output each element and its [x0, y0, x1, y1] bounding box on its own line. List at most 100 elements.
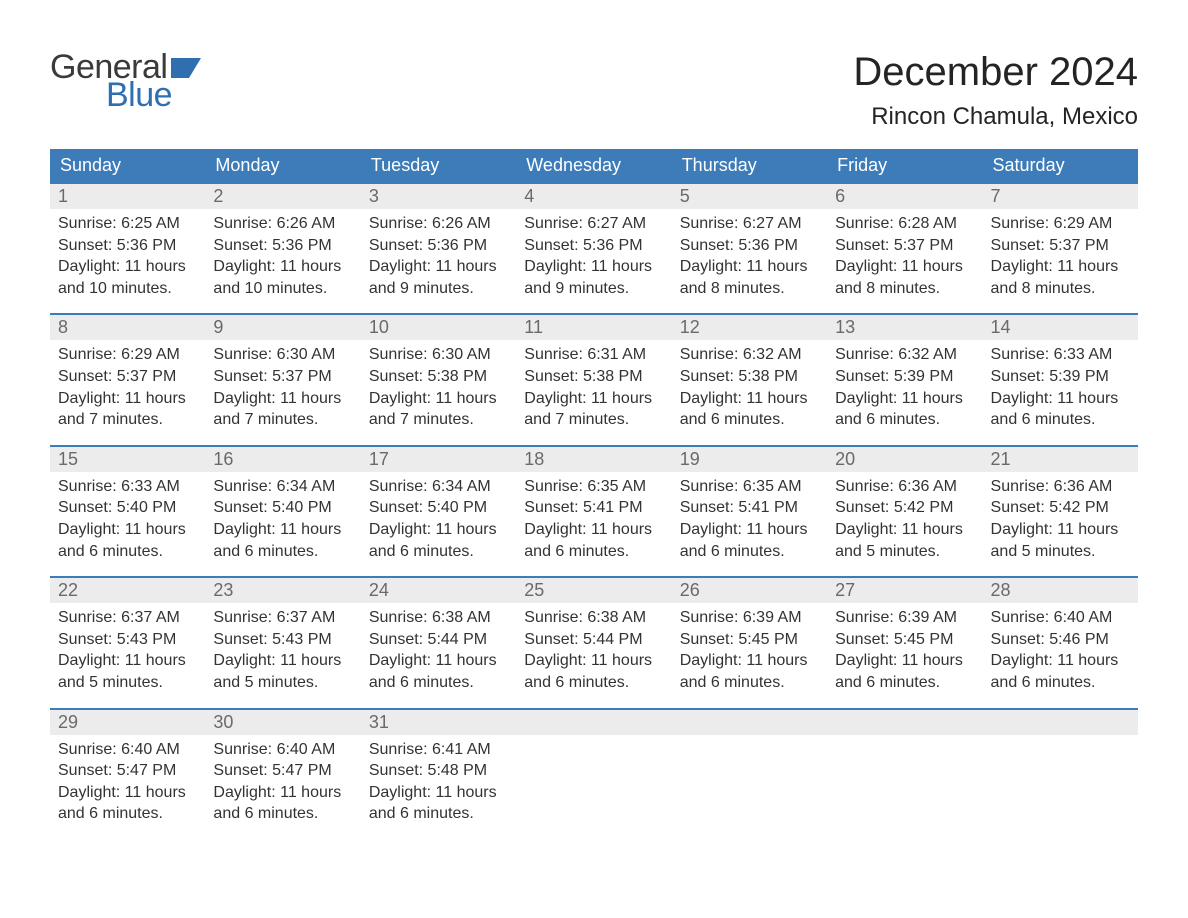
sunrise-text: Sunrise: 6:30 AM: [213, 344, 352, 366]
day-number: 1: [50, 184, 205, 209]
daylight1-text: Daylight: 11 hours: [369, 782, 508, 804]
sunset-text: Sunset: 5:42 PM: [835, 497, 974, 519]
sunrise-text: Sunrise: 6:38 AM: [524, 607, 663, 629]
sunset-text: Sunset: 5:36 PM: [369, 235, 508, 257]
day-cell: [827, 710, 982, 839]
day-cell: 24Sunrise: 6:38 AMSunset: 5:44 PMDayligh…: [361, 578, 516, 707]
sunset-text: Sunset: 5:46 PM: [991, 629, 1130, 651]
day-cell: 8Sunrise: 6:29 AMSunset: 5:37 PMDaylight…: [50, 315, 205, 444]
day-number: 28: [983, 578, 1138, 603]
day-cell: 15Sunrise: 6:33 AMSunset: 5:40 PMDayligh…: [50, 447, 205, 576]
sunrise-text: Sunrise: 6:29 AM: [58, 344, 197, 366]
day-number: 13: [827, 315, 982, 340]
day-cell: 19Sunrise: 6:35 AMSunset: 5:41 PMDayligh…: [672, 447, 827, 576]
day-cell: 2Sunrise: 6:26 AMSunset: 5:36 PMDaylight…: [205, 184, 360, 313]
dow-wednesday: Wednesday: [516, 149, 671, 182]
dow-header-row: Sunday Monday Tuesday Wednesday Thursday…: [50, 149, 1138, 182]
day-body: Sunrise: 6:32 AMSunset: 5:38 PMDaylight:…: [672, 340, 827, 444]
day-body: Sunrise: 6:30 AMSunset: 5:38 PMDaylight:…: [361, 340, 516, 444]
sunset-text: Sunset: 5:39 PM: [835, 366, 974, 388]
daylight1-text: Daylight: 11 hours: [524, 519, 663, 541]
sunset-text: Sunset: 5:37 PM: [213, 366, 352, 388]
day-body: Sunrise: 6:34 AMSunset: 5:40 PMDaylight:…: [205, 472, 360, 576]
day-body: Sunrise: 6:32 AMSunset: 5:39 PMDaylight:…: [827, 340, 982, 444]
sunrise-text: Sunrise: 6:37 AM: [58, 607, 197, 629]
day-number: 7: [983, 184, 1138, 209]
sunset-text: Sunset: 5:37 PM: [991, 235, 1130, 257]
day-body: Sunrise: 6:29 AMSunset: 5:37 PMDaylight:…: [50, 340, 205, 444]
day-body: Sunrise: 6:39 AMSunset: 5:45 PMDaylight:…: [827, 603, 982, 707]
day-body: Sunrise: 6:33 AMSunset: 5:40 PMDaylight:…: [50, 472, 205, 576]
sunset-text: Sunset: 5:37 PM: [58, 366, 197, 388]
daylight1-text: Daylight: 11 hours: [524, 256, 663, 278]
day-number: 11: [516, 315, 671, 340]
sunset-text: Sunset: 5:40 PM: [58, 497, 197, 519]
title-block: December 2024 Rincon Chamula, Mexico: [853, 50, 1138, 131]
daylight2-text: and 9 minutes.: [369, 278, 508, 300]
daylight2-text: and 5 minutes.: [835, 541, 974, 563]
daylight1-text: Daylight: 11 hours: [835, 650, 974, 672]
header: General Blue December 2024 Rincon Chamul…: [50, 50, 1138, 131]
sunset-text: Sunset: 5:41 PM: [524, 497, 663, 519]
daylight2-text: and 6 minutes.: [369, 803, 508, 825]
daylight2-text: and 6 minutes.: [213, 541, 352, 563]
sunset-text: Sunset: 5:44 PM: [369, 629, 508, 651]
daylight2-text: and 8 minutes.: [835, 278, 974, 300]
day-number: 26: [672, 578, 827, 603]
daylight2-text: and 6 minutes.: [680, 672, 819, 694]
day-number: 19: [672, 447, 827, 472]
day-number: 8: [50, 315, 205, 340]
day-cell: 6Sunrise: 6:28 AMSunset: 5:37 PMDaylight…: [827, 184, 982, 313]
day-body: Sunrise: 6:30 AMSunset: 5:37 PMDaylight:…: [205, 340, 360, 444]
day-cell: 29Sunrise: 6:40 AMSunset: 5:47 PMDayligh…: [50, 710, 205, 839]
day-number-empty: [983, 710, 1138, 735]
sunrise-text: Sunrise: 6:27 AM: [680, 213, 819, 235]
location-label: Rincon Chamula, Mexico: [853, 103, 1138, 131]
dow-friday: Friday: [827, 149, 982, 182]
daylight1-text: Daylight: 11 hours: [835, 256, 974, 278]
daylight2-text: and 6 minutes.: [524, 672, 663, 694]
daylight2-text: and 8 minutes.: [991, 278, 1130, 300]
calendar: Sunday Monday Tuesday Wednesday Thursday…: [50, 149, 1138, 839]
sunrise-text: Sunrise: 6:30 AM: [369, 344, 508, 366]
week-row: 22Sunrise: 6:37 AMSunset: 5:43 PMDayligh…: [50, 576, 1138, 707]
flag-icon: [171, 58, 201, 78]
daylight1-text: Daylight: 11 hours: [680, 388, 819, 410]
day-body: Sunrise: 6:26 AMSunset: 5:36 PMDaylight:…: [205, 209, 360, 313]
day-cell: 14Sunrise: 6:33 AMSunset: 5:39 PMDayligh…: [983, 315, 1138, 444]
daylight1-text: Daylight: 11 hours: [991, 519, 1130, 541]
daylight2-text: and 5 minutes.: [58, 672, 197, 694]
day-body: Sunrise: 6:28 AMSunset: 5:37 PMDaylight:…: [827, 209, 982, 313]
dow-sunday: Sunday: [50, 149, 205, 182]
day-number: 3: [361, 184, 516, 209]
day-body: Sunrise: 6:26 AMSunset: 5:36 PMDaylight:…: [361, 209, 516, 313]
daylight1-text: Daylight: 11 hours: [991, 650, 1130, 672]
day-body: Sunrise: 6:27 AMSunset: 5:36 PMDaylight:…: [672, 209, 827, 313]
sunrise-text: Sunrise: 6:32 AM: [680, 344, 819, 366]
daylight1-text: Daylight: 11 hours: [213, 388, 352, 410]
daylight1-text: Daylight: 11 hours: [369, 519, 508, 541]
day-number-empty: [516, 710, 671, 735]
sunset-text: Sunset: 5:38 PM: [680, 366, 819, 388]
daylight1-text: Daylight: 11 hours: [58, 782, 197, 804]
sunset-text: Sunset: 5:37 PM: [835, 235, 974, 257]
sunset-text: Sunset: 5:42 PM: [991, 497, 1130, 519]
day-number: 29: [50, 710, 205, 735]
daylight2-text: and 6 minutes.: [835, 672, 974, 694]
brand-logo: General Blue: [50, 50, 201, 112]
day-number: 10: [361, 315, 516, 340]
sunset-text: Sunset: 5:48 PM: [369, 760, 508, 782]
sunset-text: Sunset: 5:47 PM: [58, 760, 197, 782]
daylight1-text: Daylight: 11 hours: [680, 256, 819, 278]
sunset-text: Sunset: 5:40 PM: [369, 497, 508, 519]
sunrise-text: Sunrise: 6:27 AM: [524, 213, 663, 235]
daylight2-text: and 6 minutes.: [58, 803, 197, 825]
sunset-text: Sunset: 5:36 PM: [213, 235, 352, 257]
sunset-text: Sunset: 5:36 PM: [680, 235, 819, 257]
sunrise-text: Sunrise: 6:33 AM: [58, 476, 197, 498]
day-cell: [983, 710, 1138, 839]
sunset-text: Sunset: 5:38 PM: [369, 366, 508, 388]
day-cell: 18Sunrise: 6:35 AMSunset: 5:41 PMDayligh…: [516, 447, 671, 576]
daylight1-text: Daylight: 11 hours: [835, 388, 974, 410]
sunset-text: Sunset: 5:43 PM: [58, 629, 197, 651]
